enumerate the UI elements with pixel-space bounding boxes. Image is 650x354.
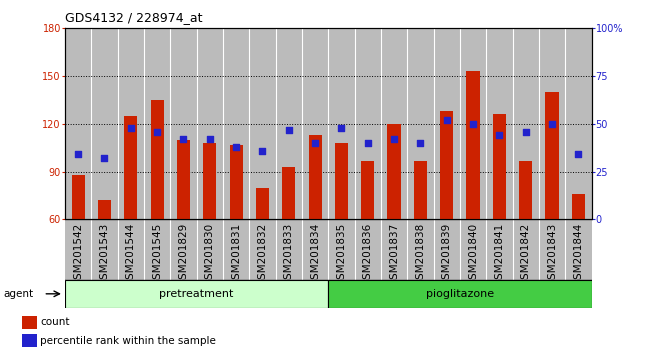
Point: [441, 117, 452, 123]
Text: GDS4132 / 228974_at: GDS4132 / 228974_at: [65, 11, 203, 24]
Bar: [545, 92, 558, 219]
Text: GSM201543: GSM201543: [99, 222, 109, 286]
Bar: [229, 144, 242, 219]
Bar: [223, 28, 250, 219]
Text: GSM201832: GSM201832: [257, 222, 267, 286]
Bar: [355, 28, 381, 219]
Bar: [407, 28, 434, 219]
Bar: [250, 28, 276, 219]
Bar: [72, 175, 84, 219]
Point: [389, 136, 399, 142]
Point: [257, 148, 268, 154]
Point: [99, 155, 110, 161]
Bar: [124, 116, 137, 219]
Text: GSM201844: GSM201844: [573, 222, 583, 286]
Text: GSM201833: GSM201833: [284, 222, 294, 286]
Bar: [440, 111, 453, 219]
Text: count: count: [40, 317, 70, 327]
Bar: [335, 143, 348, 219]
Point: [310, 140, 320, 146]
Bar: [177, 140, 190, 219]
Text: GSM201842: GSM201842: [521, 222, 530, 286]
Text: GSM201544: GSM201544: [126, 222, 136, 286]
Text: GSM201831: GSM201831: [231, 222, 241, 286]
Bar: [539, 28, 566, 219]
Text: GSM201841: GSM201841: [495, 222, 504, 286]
Bar: [513, 28, 539, 219]
Text: GSM201829: GSM201829: [179, 222, 188, 286]
Text: GSM201843: GSM201843: [547, 222, 557, 286]
Bar: [144, 28, 170, 219]
Text: pioglitazone: pioglitazone: [426, 289, 494, 299]
Bar: [519, 161, 532, 219]
Text: pretreatment: pretreatment: [159, 289, 234, 299]
Bar: [572, 194, 585, 219]
Bar: [434, 28, 460, 219]
Bar: [22, 316, 37, 329]
Text: GSM201830: GSM201830: [205, 222, 214, 286]
Point: [521, 129, 531, 135]
Point: [494, 132, 504, 138]
Point: [73, 152, 83, 157]
Bar: [118, 28, 144, 219]
Bar: [493, 114, 506, 219]
Bar: [361, 161, 374, 219]
Text: GSM201545: GSM201545: [152, 222, 162, 286]
Text: GSM201837: GSM201837: [389, 222, 399, 286]
Bar: [328, 280, 592, 308]
Bar: [414, 161, 427, 219]
Bar: [65, 280, 328, 308]
Point: [231, 144, 241, 150]
Bar: [486, 28, 513, 219]
Point: [573, 152, 584, 157]
Bar: [91, 28, 118, 219]
Text: GSM201836: GSM201836: [363, 222, 372, 286]
Bar: [282, 167, 295, 219]
Bar: [151, 100, 164, 219]
Point: [205, 136, 215, 142]
Point: [178, 136, 188, 142]
Bar: [309, 135, 322, 219]
Text: GSM201839: GSM201839: [442, 222, 452, 286]
Text: GSM201838: GSM201838: [415, 222, 425, 286]
Point: [363, 140, 373, 146]
Text: agent: agent: [3, 289, 33, 299]
Text: GSM201542: GSM201542: [73, 222, 83, 286]
Bar: [170, 28, 196, 219]
Point: [468, 121, 478, 127]
Bar: [276, 28, 302, 219]
Bar: [460, 28, 486, 219]
Text: percentile rank within the sample: percentile rank within the sample: [40, 336, 216, 346]
Point: [336, 125, 346, 131]
Bar: [467, 72, 480, 219]
Bar: [387, 124, 400, 219]
Bar: [98, 200, 111, 219]
Point: [415, 140, 426, 146]
Text: GSM201840: GSM201840: [468, 222, 478, 286]
Bar: [22, 334, 37, 347]
Bar: [196, 28, 223, 219]
Bar: [381, 28, 407, 219]
Bar: [203, 143, 216, 219]
Text: GSM201834: GSM201834: [310, 222, 320, 286]
Bar: [65, 28, 91, 219]
Text: GSM201835: GSM201835: [337, 222, 346, 286]
Point: [125, 125, 136, 131]
Bar: [566, 28, 592, 219]
Point: [152, 129, 162, 135]
Point: [547, 121, 557, 127]
Bar: [256, 188, 269, 219]
Bar: [328, 28, 355, 219]
Point: [283, 127, 294, 132]
Bar: [302, 28, 328, 219]
